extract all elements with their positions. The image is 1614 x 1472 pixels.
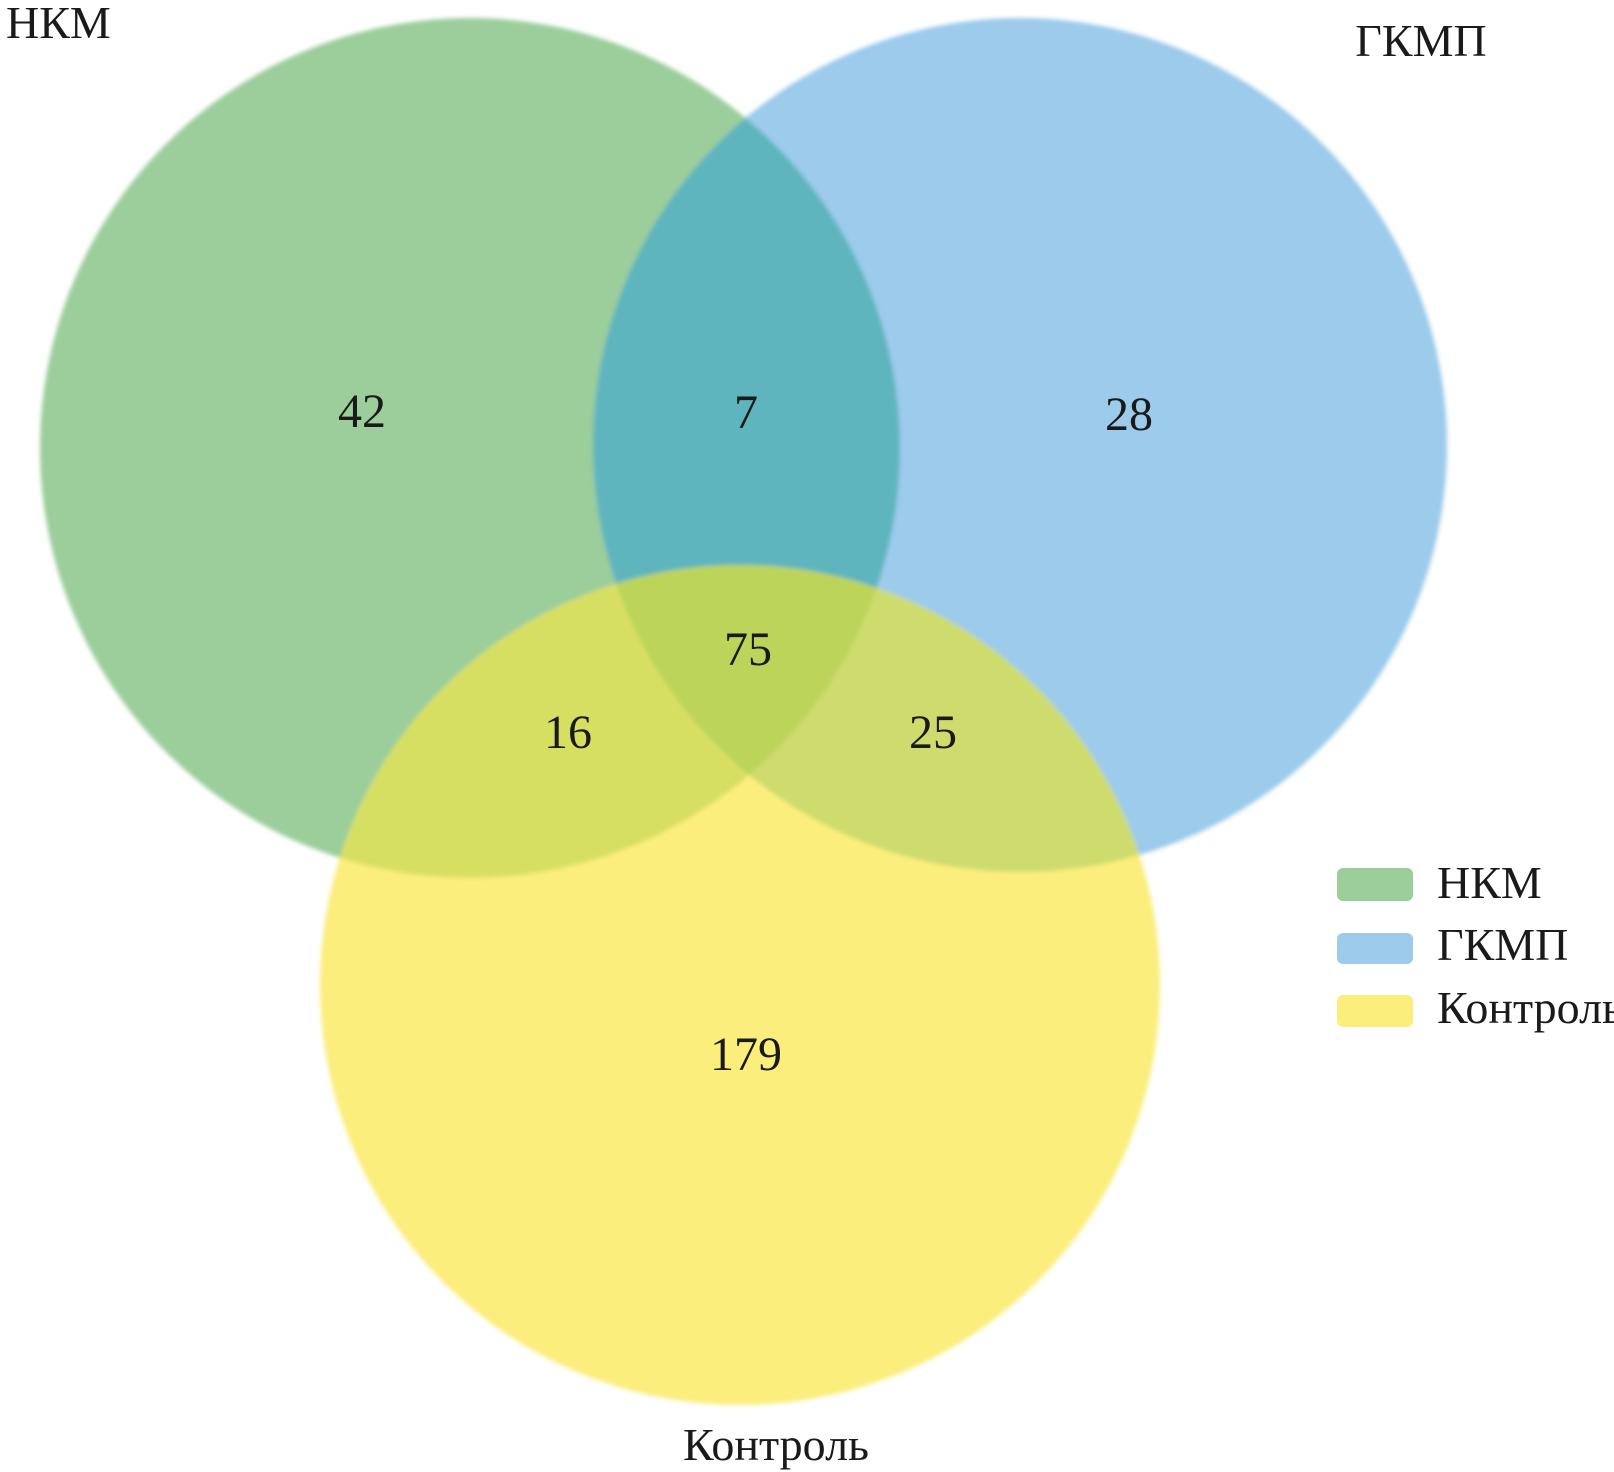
nkm-control-overlap xyxy=(320,565,900,878)
legend-label-gkmp: ГКМП xyxy=(1437,919,1568,970)
legend-label-nkm: НКМ xyxy=(1437,857,1542,908)
nkm-control-count: 16 xyxy=(544,706,592,759)
control-count: 179 xyxy=(710,1028,782,1081)
gkmp-count: 28 xyxy=(1105,388,1153,441)
gkmp-control-overlap xyxy=(593,565,1160,872)
nkm-gkmp-count: 7 xyxy=(734,386,758,439)
legend-swatch-nkm xyxy=(1337,868,1413,901)
gkmp-control-count: 25 xyxy=(909,706,957,759)
legend-swatch-control xyxy=(1337,995,1413,1027)
nkm-count: 42 xyxy=(338,385,386,438)
nkm-set-label: НКМ xyxy=(6,0,111,48)
legend-label-control: Контроль xyxy=(1437,982,1614,1033)
venn-circles xyxy=(40,18,1447,1405)
gkmp-set-label: ГКМП xyxy=(1355,15,1486,66)
center-count: 75 xyxy=(724,623,772,676)
legend-swatch-gkmp xyxy=(1337,933,1413,964)
control-set-label: Контроль xyxy=(683,1419,869,1470)
legend: НКМ ГКМП Контроль xyxy=(1337,857,1614,1033)
